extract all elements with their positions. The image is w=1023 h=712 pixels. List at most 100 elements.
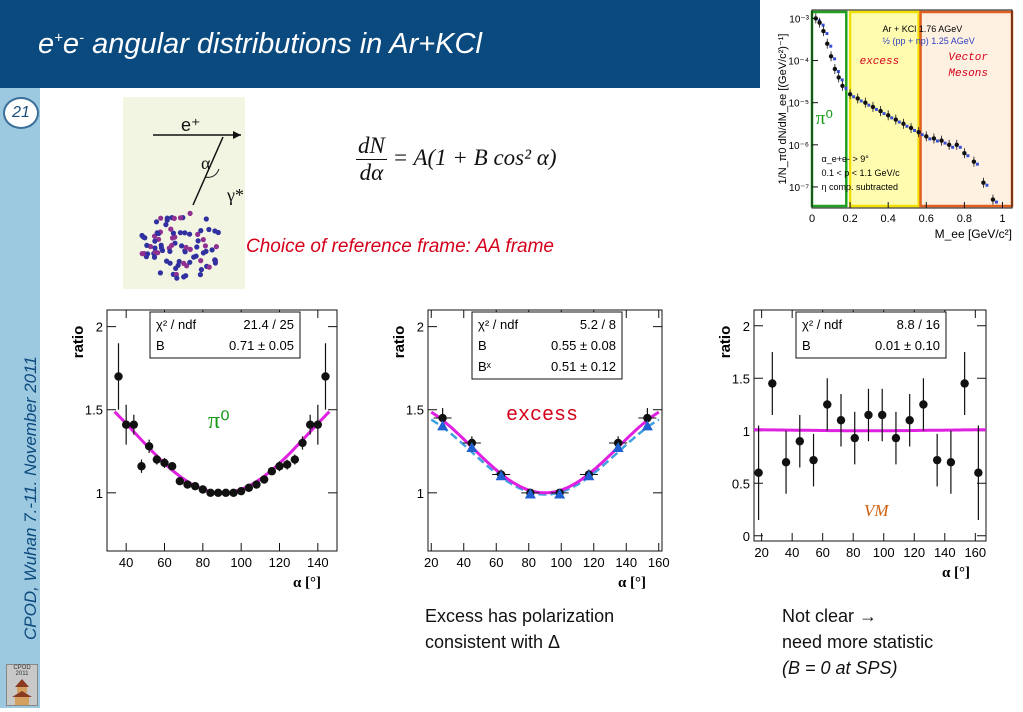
inset-annotation: α_e+e- > 9° bbox=[822, 154, 870, 164]
x-tick-label: 140 bbox=[934, 545, 956, 560]
inset-annotation: η comp. subtracted bbox=[822, 182, 899, 192]
inset-data-point bbox=[981, 180, 986, 185]
data-point bbox=[878, 410, 887, 420]
excess-ratio-plot: 20 40 60 80 100 120 140 160 1 1.5 2 ratio α [°] χ² / … bbox=[391, 309, 670, 591]
inset-ref-point bbox=[859, 99, 863, 103]
data-point bbox=[190, 481, 200, 491]
data-point bbox=[252, 480, 261, 489]
inset-ref-point bbox=[943, 141, 947, 145]
inset-ref-point bbox=[890, 116, 894, 120]
inset-ref-point bbox=[836, 69, 840, 73]
nucleon-dot bbox=[212, 257, 218, 263]
fit-curve bbox=[754, 428, 986, 433]
inset-data-point bbox=[863, 100, 868, 105]
inset-data-point bbox=[821, 28, 826, 34]
nucleon-dot bbox=[182, 230, 188, 236]
x-tick-label: 120 bbox=[583, 555, 605, 570]
nucleon-dot bbox=[157, 270, 163, 276]
nucleon-dot bbox=[179, 243, 185, 249]
nucleon-dot bbox=[158, 245, 165, 251]
x-tick-label: 100 bbox=[550, 555, 572, 570]
nucleon-dot bbox=[183, 273, 189, 279]
inset-data-point bbox=[962, 151, 967, 156]
inset-x-axis-label: M_ee [GeV/c²] bbox=[935, 227, 1012, 241]
plot-label: excess bbox=[506, 404, 578, 427]
data-point bbox=[152, 455, 162, 464]
nucleon-dot bbox=[177, 230, 183, 236]
inset-y-tick-label: 10⁻⁶ bbox=[788, 141, 809, 152]
angular-formula: dN dα = A(1 + B cos² α) bbox=[356, 133, 557, 186]
data-point bbox=[438, 413, 447, 423]
nucleon-dot bbox=[202, 243, 208, 249]
inset-ref-point bbox=[920, 133, 924, 137]
data-point bbox=[781, 458, 791, 467]
pi0-ratio-plot: 40 60 80 100 120 140 1 1.5 2 ratio α [°] χ² / ndf 21… bbox=[70, 309, 338, 591]
nucleon-dot bbox=[158, 215, 164, 221]
data-point bbox=[809, 455, 818, 465]
inset-data-point bbox=[885, 113, 891, 118]
stats-key: B bbox=[478, 338, 487, 353]
inset-data-point bbox=[817, 20, 822, 25]
inset-y-tick-label: 10⁻³ bbox=[789, 14, 809, 25]
inset-ref-point bbox=[840, 78, 844, 82]
inset-ref-point bbox=[905, 124, 909, 128]
excess-caption-line2: consistent with Δ bbox=[425, 632, 561, 652]
nucleon-dot bbox=[153, 219, 160, 225]
inset-data-point bbox=[924, 134, 929, 139]
alpha-arc bbox=[204, 168, 220, 178]
data-point bbox=[175, 476, 185, 486]
inset-data-point bbox=[825, 41, 830, 46]
plot-label: π⁰ bbox=[208, 408, 230, 434]
inset-data-point bbox=[931, 136, 937, 141]
vm-caption-line3: (B = 0 at SPS) bbox=[782, 658, 898, 678]
inset-data-point bbox=[939, 138, 944, 143]
formula-rhs: = A(1 + B cos² α) bbox=[392, 144, 557, 170]
inset-data-point bbox=[836, 75, 841, 80]
vm-ratio-plot: 20 40 60 80 100 120 140 160 0 0.5 1 1.5 2 ratio α [°] χ… bbox=[717, 309, 987, 581]
gamma-label: γ* bbox=[226, 185, 244, 205]
data-point bbox=[221, 488, 231, 498]
inset-y-tick-label: 10⁻⁴ bbox=[788, 57, 809, 68]
x-tick-label: 20 bbox=[424, 555, 438, 570]
data-point bbox=[298, 438, 307, 448]
formula-fraction: dN dα bbox=[356, 133, 387, 186]
inset-data-point bbox=[893, 117, 899, 122]
inset-ref-point bbox=[829, 44, 833, 48]
data-point bbox=[167, 462, 177, 471]
collision-blob bbox=[139, 210, 221, 281]
data-point bbox=[891, 433, 901, 443]
data-point bbox=[919, 400, 928, 409]
bx-data-point bbox=[437, 420, 449, 431]
x-tick-label: 120 bbox=[903, 545, 925, 560]
inset-data-point bbox=[954, 142, 959, 148]
inset-data-point bbox=[990, 197, 996, 202]
y-tick-label: 1 bbox=[743, 424, 750, 439]
data-point bbox=[850, 433, 859, 443]
bx-data-point bbox=[641, 420, 653, 431]
bx-data-point bbox=[495, 470, 507, 481]
inset-data-point bbox=[828, 54, 834, 59]
nucleon-dot bbox=[168, 226, 174, 232]
data-point bbox=[932, 455, 942, 465]
inset-ref-point bbox=[913, 128, 917, 132]
x-tick-label: 60 bbox=[815, 545, 829, 560]
mass-region-box bbox=[919, 10, 1014, 208]
inset-ref-point bbox=[958, 145, 962, 149]
decay-diagram: e⁺ e⁻ α γ* bbox=[123, 97, 283, 289]
stats-key: χ² / ndf bbox=[802, 317, 842, 332]
nucleon-dot bbox=[195, 238, 201, 244]
mass-spectrum-inset: 0 0.2 0.4 0.6 0.8 1 10⁻³ 10⁻⁴ 10⁻⁵ 10⁻⁶ 10⁻⁷1/N_π0… bbox=[777, 9, 1014, 241]
bx-data-point bbox=[524, 488, 536, 499]
nucleon-dot bbox=[194, 244, 200, 250]
stats-box bbox=[471, 311, 623, 380]
stats-key: Bˣ bbox=[478, 359, 492, 374]
data-point bbox=[244, 483, 254, 493]
inset-data-point bbox=[870, 104, 876, 110]
nucleon-dot bbox=[152, 238, 158, 244]
x-tick-label: 160 bbox=[648, 555, 670, 570]
x-tick-label: 100 bbox=[230, 555, 252, 570]
nucleon-dot bbox=[187, 210, 193, 216]
nucleon-dot bbox=[154, 230, 160, 236]
data-point bbox=[206, 488, 215, 498]
inset-data-point bbox=[946, 142, 952, 148]
